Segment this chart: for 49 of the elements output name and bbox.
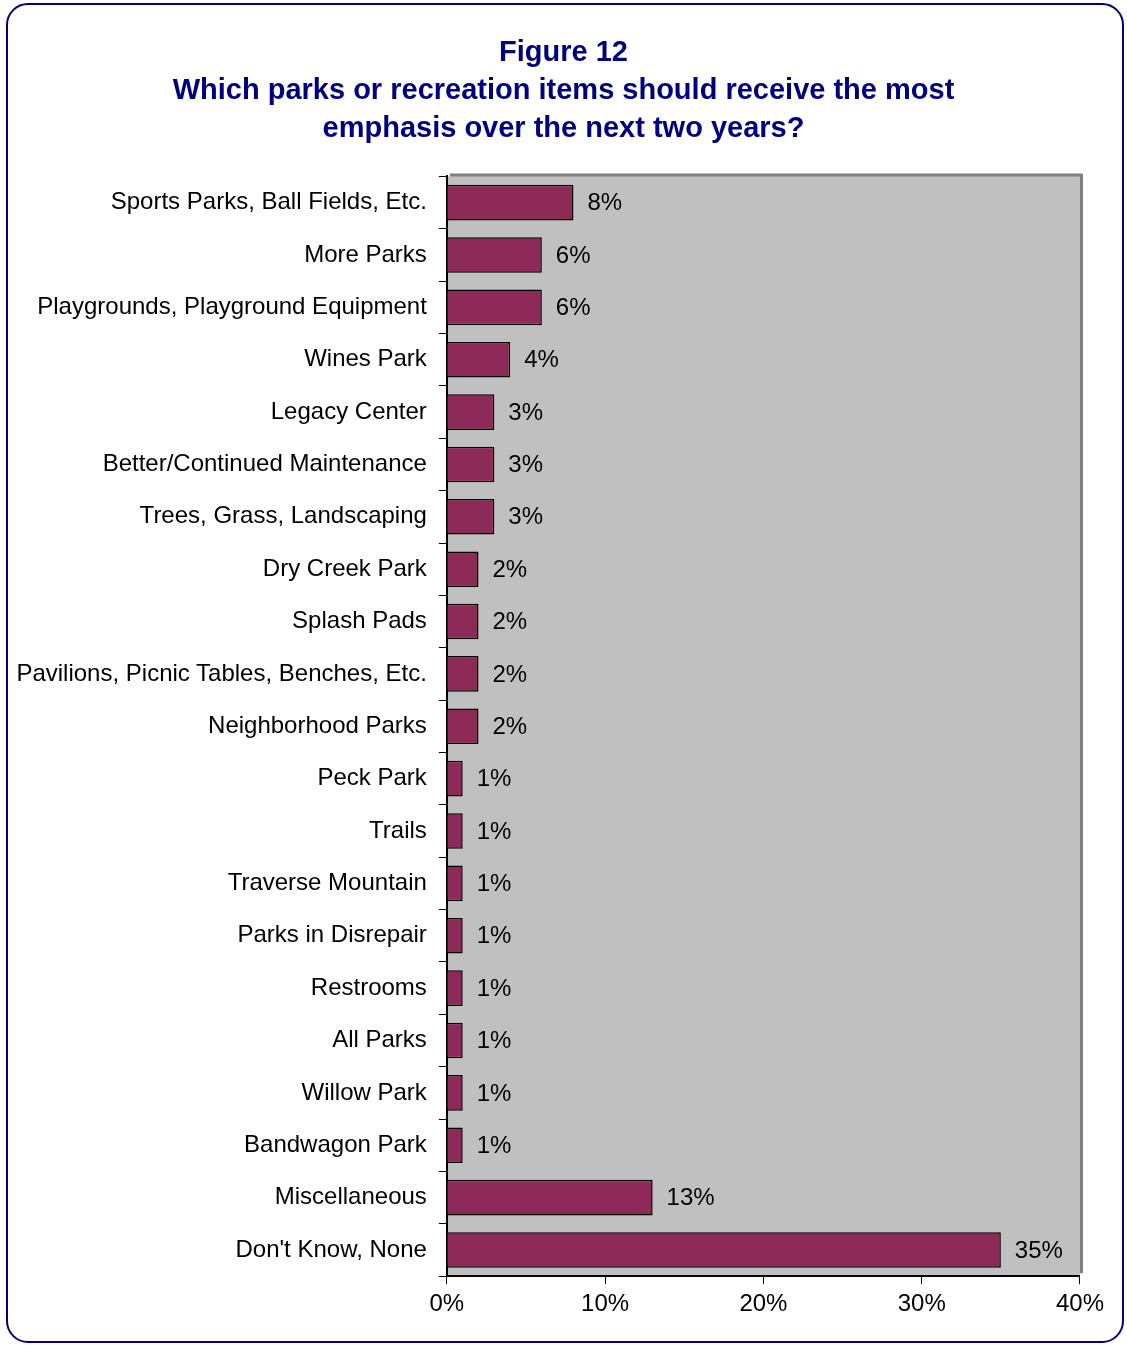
- data-label: 1%: [476, 1078, 512, 1106]
- data-label: 2%: [492, 607, 528, 635]
- data-label: 8%: [587, 188, 623, 216]
- y-tick-label: Bandwagon Park: [244, 1129, 428, 1157]
- y-tick-label: Pavilions, Picnic Tables, Benches, Etc.: [16, 658, 427, 686]
- y-tick-label: Splash Pads: [292, 606, 427, 634]
- y-tick-label: Wines Park: [304, 344, 428, 372]
- x-tick-label: 30%: [897, 1289, 946, 1317]
- data-label: 2%: [492, 659, 528, 687]
- data-label: 1%: [476, 816, 512, 844]
- x-tick-label: 10%: [581, 1289, 630, 1317]
- y-tick-label: Miscellaneous: [274, 1182, 427, 1210]
- data-label: 3%: [508, 397, 544, 425]
- y-tick-label: Parks in Disrepair: [237, 920, 427, 948]
- y-tick-label: Trails: [369, 815, 427, 843]
- chart-subtitle: Which parks or recreation items should receive the most emphasis over the next two years?: [171, 72, 956, 145]
- x-tick-label: 40%: [1055, 1289, 1105, 1317]
- data-label: 6%: [555, 240, 591, 268]
- data-label: 1%: [476, 973, 512, 1001]
- y-tick-label: Sports Parks, Ball Fields, Etc.: [110, 187, 427, 215]
- data-label: 13%: [666, 1183, 715, 1211]
- data-label: 1%: [476, 1130, 512, 1158]
- data-label: 3%: [508, 450, 544, 478]
- y-tick-label: Trees, Grass, Landscaping: [139, 501, 427, 529]
- data-label: 1%: [476, 764, 512, 792]
- data-label: 2%: [492, 554, 528, 582]
- y-tick-label: Dry Creek Park: [262, 553, 428, 581]
- y-tick-label: Legacy Center: [270, 396, 427, 424]
- y-tick-label: Peck Park: [317, 763, 428, 791]
- y-tick-label: Traverse Mountain: [227, 868, 427, 896]
- data-label: 35%: [1014, 1235, 1063, 1263]
- y-tick-label: Willow Park: [301, 1077, 428, 1105]
- data-label: 1%: [476, 869, 512, 897]
- data-label: 1%: [476, 921, 512, 949]
- data-label: 4%: [524, 345, 559, 373]
- data-label: 6%: [555, 292, 591, 320]
- y-tick-label: All Parks: [332, 1025, 427, 1053]
- data-label: 2%: [492, 711, 528, 739]
- y-tick-label: Don't Know, None: [235, 1234, 427, 1262]
- y-tick-label: Restrooms: [310, 972, 427, 1000]
- y-tick-label: More Parks: [304, 239, 427, 267]
- y-tick-label: Better/Continued Maintenance: [102, 449, 427, 477]
- chart-title: Figure 12: [498, 34, 629, 69]
- x-tick-label: 20%: [739, 1289, 788, 1317]
- y-tick-label: Neighborhood Parks: [208, 710, 427, 738]
- data-label: 3%: [508, 502, 544, 530]
- y-tick-label: Playgrounds, Playground Equipment: [37, 291, 428, 319]
- x-tick-label: 0%: [429, 1289, 465, 1317]
- data-label: 1%: [476, 1026, 512, 1054]
